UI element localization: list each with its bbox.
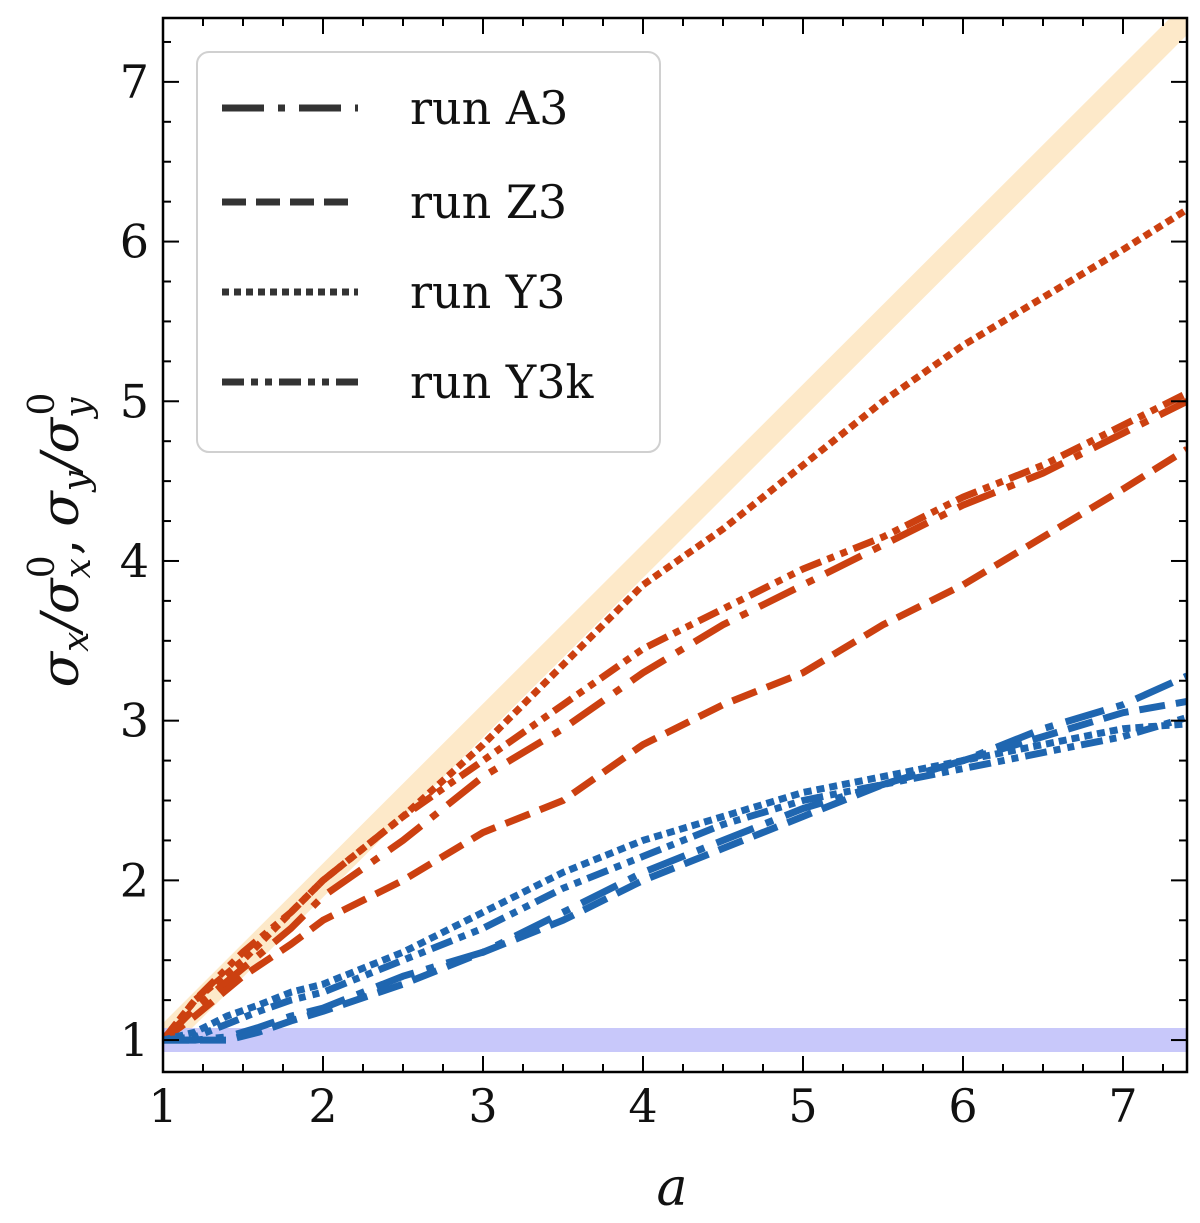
x-tick-label: 1	[148, 1079, 177, 1133]
y-tick-label: 2	[120, 853, 149, 907]
x-tick-label: 7	[1108, 1079, 1137, 1133]
y-tick-label: 6	[120, 215, 149, 269]
legend-label: run Z3	[410, 175, 567, 229]
legend-entry: run Y3	[222, 265, 566, 319]
legend-box	[196, 51, 661, 453]
series-line-run-z3-sigma-x	[163, 446, 1187, 1043]
series-line-run-y3k-sigma-x	[163, 390, 1187, 1043]
x-axis-label: a	[656, 1158, 687, 1218]
plot-frame	[161, 16, 1189, 1074]
y-tick-label: 5	[120, 374, 149, 428]
y-tick-label: 4	[120, 534, 149, 588]
y-tick-label: 7	[120, 55, 149, 109]
legend-label: run Y3	[410, 265, 566, 319]
x-tick-label: 4	[628, 1079, 657, 1133]
legend-label: run A3	[410, 81, 568, 135]
series-line-run-y3k-sigma-y	[163, 714, 1187, 1044]
series-line-run-y3-sigma-y	[163, 720, 1187, 1044]
legend-entry: run Z3	[222, 175, 567, 229]
x-tick-label: 3	[468, 1079, 497, 1133]
legend-entry: run A3	[222, 81, 568, 135]
series-line-run-z3-sigma-y	[163, 698, 1187, 1044]
x-tick-label: 2	[308, 1079, 337, 1133]
tick-labels: 1 2 3 4 5 6 7 1 2 3 4 5 6 7	[120, 55, 1138, 1133]
x-tick-label: 5	[788, 1079, 817, 1133]
axis-ticks	[162, 18, 1187, 1072]
y-tick-label: 1	[120, 1013, 149, 1067]
series-line-run-a3-sigma-y	[163, 672, 1187, 1044]
legend-label: run Y3k	[410, 355, 594, 409]
series-lines	[163, 206, 1187, 1044]
legend-entry: run Y3k	[222, 355, 594, 409]
series-line-run-a3-sigma-x	[163, 398, 1187, 1043]
x-tick-label: 6	[948, 1079, 977, 1133]
y-axis-label: σx/σx0,σy/σy0	[22, 393, 99, 688]
y-tick-label: 3	[120, 694, 149, 748]
legend: run A3 run Z3 run Y3 run Y3k	[196, 51, 661, 453]
